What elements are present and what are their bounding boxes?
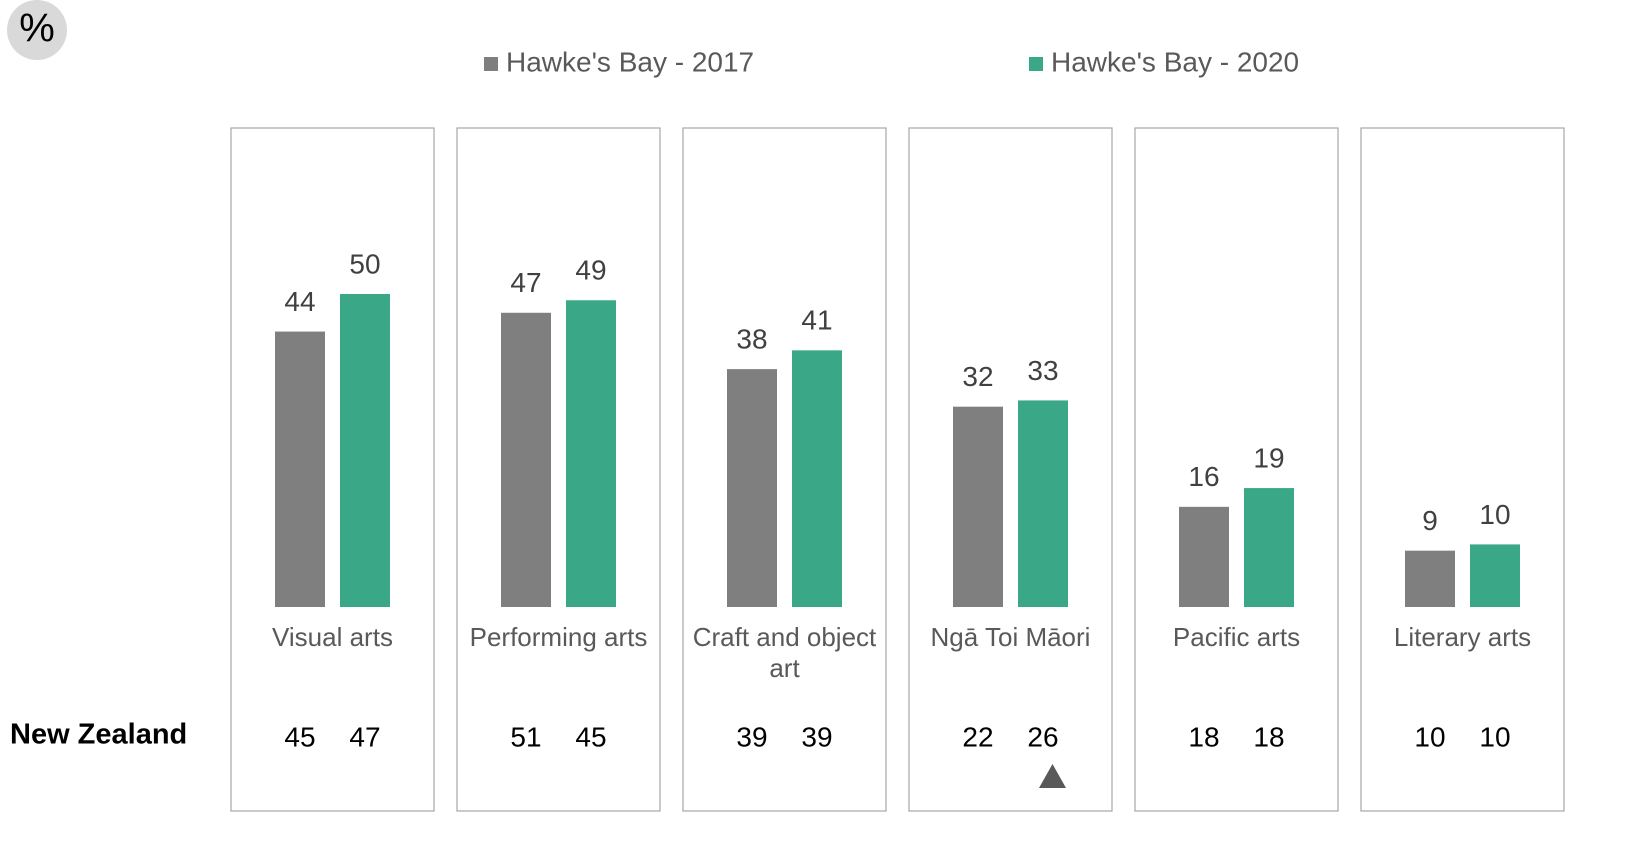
data-label: 16 bbox=[1188, 461, 1219, 492]
bar bbox=[727, 369, 777, 607]
comparison-value: 39 bbox=[736, 721, 767, 752]
data-label: 50 bbox=[349, 248, 380, 279]
comparison-value: 22 bbox=[962, 721, 993, 752]
panel bbox=[1134, 127, 1339, 812]
category-label-box: Performing arts bbox=[469, 622, 648, 652]
bar bbox=[1244, 488, 1294, 607]
data-label: 49 bbox=[575, 255, 606, 286]
bar bbox=[1470, 544, 1520, 607]
data-label: 47 bbox=[510, 267, 541, 298]
category-label: Pacific arts bbox=[1172, 622, 1301, 652]
bar bbox=[1405, 550, 1455, 607]
data-label: 10 bbox=[1479, 499, 1510, 530]
legend-swatch bbox=[1029, 57, 1043, 71]
bar bbox=[1179, 506, 1229, 607]
panel bbox=[682, 127, 887, 812]
legend-label: Hawke's Bay - 2017 bbox=[506, 46, 754, 77]
significance-marker bbox=[1039, 764, 1066, 788]
comparison-label: New Zealand bbox=[10, 719, 187, 751]
comparison-value: 45 bbox=[575, 721, 606, 752]
category-label: Craft and object art bbox=[692, 622, 877, 683]
category-label: Visual arts bbox=[272, 622, 393, 652]
comparison-value: 45 bbox=[284, 721, 315, 752]
data-label: 38 bbox=[736, 324, 767, 355]
legend-label: Hawke's Bay - 2020 bbox=[1051, 46, 1299, 77]
panel bbox=[908, 127, 1113, 812]
category-label-box: Pacific arts bbox=[1172, 622, 1301, 652]
bar bbox=[566, 300, 616, 607]
comparison-value: 51 bbox=[510, 721, 541, 752]
bar bbox=[1018, 400, 1068, 607]
data-label: 19 bbox=[1253, 442, 1284, 473]
legend-swatch bbox=[484, 57, 498, 71]
category-label: Literary arts bbox=[1393, 622, 1532, 652]
category-label-box: Craft and object art bbox=[692, 622, 877, 683]
data-label: 44 bbox=[284, 286, 315, 317]
panel bbox=[1360, 127, 1565, 812]
comparison-value: 10 bbox=[1414, 721, 1445, 752]
bar bbox=[501, 312, 551, 607]
bar bbox=[340, 294, 390, 607]
category-label: Ngā Toi Māori bbox=[930, 622, 1091, 652]
data-label: 41 bbox=[801, 305, 832, 336]
unit-badge bbox=[7, 0, 67, 60]
category-label-box: Ngā Toi Māori bbox=[930, 622, 1091, 652]
bar bbox=[275, 331, 325, 607]
comparison-value: 26 bbox=[1027, 721, 1058, 752]
panel bbox=[230, 127, 435, 812]
category-label: Performing arts bbox=[469, 622, 648, 652]
comparison-value: 18 bbox=[1188, 721, 1219, 752]
bar bbox=[792, 350, 842, 607]
comparison-value: 39 bbox=[801, 721, 832, 752]
panel bbox=[456, 127, 661, 812]
bar bbox=[953, 406, 1003, 607]
category-label-box: Visual arts bbox=[272, 622, 393, 652]
category-label-box: Literary arts bbox=[1393, 622, 1532, 652]
comparison-value: 47 bbox=[349, 721, 380, 752]
data-label: 33 bbox=[1027, 355, 1058, 386]
comparison-value: 10 bbox=[1479, 721, 1510, 752]
data-label: 9 bbox=[1422, 505, 1438, 536]
unit-label: % bbox=[19, 7, 55, 51]
comparison-value: 18 bbox=[1253, 721, 1284, 752]
data-label: 32 bbox=[962, 361, 993, 392]
